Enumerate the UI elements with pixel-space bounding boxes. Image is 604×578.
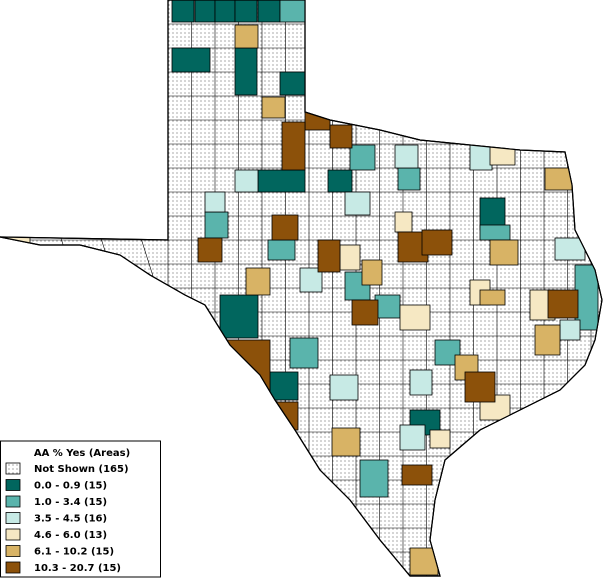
county <box>351 299 379 326</box>
county <box>397 167 421 191</box>
county <box>171 47 211 73</box>
legend-swatch <box>5 528 21 541</box>
county-line <box>59 234 91 331</box>
county <box>544 167 573 191</box>
county <box>279 0 306 23</box>
county <box>194 0 216 23</box>
county <box>344 191 371 216</box>
county <box>329 124 353 149</box>
legend-label: 6.1 - 10.2 (15) <box>34 547 114 558</box>
county <box>234 47 258 96</box>
county <box>171 0 195 23</box>
county-line <box>19 234 51 331</box>
county <box>245 267 271 296</box>
county <box>281 121 306 171</box>
county <box>409 369 433 396</box>
county <box>534 324 561 356</box>
county <box>219 294 259 339</box>
county <box>394 144 419 169</box>
county <box>257 0 281 23</box>
county <box>349 144 376 171</box>
county <box>399 304 431 331</box>
county <box>479 289 506 306</box>
county <box>394 211 413 233</box>
county <box>359 459 389 498</box>
county <box>234 24 259 49</box>
county <box>361 259 383 286</box>
county <box>464 371 496 403</box>
county <box>559 319 581 341</box>
legend-swatch <box>5 512 21 524</box>
legend-swatch <box>5 462 21 475</box>
legend-swatch <box>5 545 21 557</box>
legend-swatch <box>5 479 21 491</box>
county <box>234 0 258 23</box>
county <box>197 237 223 263</box>
county <box>421 229 453 256</box>
county <box>257 169 306 193</box>
county <box>479 224 511 241</box>
county <box>329 374 359 401</box>
county <box>489 239 519 266</box>
legend-box <box>0 440 161 578</box>
county <box>401 464 433 486</box>
county <box>339 244 361 271</box>
county <box>261 96 286 119</box>
legend-label: 4.6 - 6.0 (13) <box>34 530 107 541</box>
legend-label: 1.0 - 3.4 (15) <box>34 497 107 508</box>
county <box>269 371 299 401</box>
county <box>399 424 426 451</box>
county <box>429 429 451 449</box>
county <box>289 337 319 369</box>
legend-swatch <box>5 495 21 508</box>
county <box>489 139 516 166</box>
county <box>317 239 341 273</box>
county <box>279 71 306 96</box>
county <box>204 211 229 239</box>
county <box>374 294 401 319</box>
legend-label: 10.3 - 20.7 (15) <box>34 563 121 574</box>
county <box>271 214 299 241</box>
county <box>0 236 31 266</box>
county <box>204 191 226 213</box>
county <box>234 169 259 193</box>
county <box>299 267 323 293</box>
county <box>221 339 271 396</box>
legend-label: 3.5 - 4.5 (16) <box>34 514 107 525</box>
legend-label: 0.0 - 0.9 (15) <box>34 481 107 492</box>
legend-label: Not Shown (165) <box>34 464 129 475</box>
legend-swatch <box>5 561 21 574</box>
county <box>469 144 493 171</box>
county <box>214 0 236 23</box>
legend: AA % Yes (Areas) Not Shown (165) 0.0 - 0.… <box>0 440 161 578</box>
county <box>331 427 361 457</box>
county <box>267 239 296 261</box>
county <box>547 289 579 319</box>
legend-title: AA % Yes (Areas) <box>34 448 130 459</box>
county <box>327 169 353 193</box>
